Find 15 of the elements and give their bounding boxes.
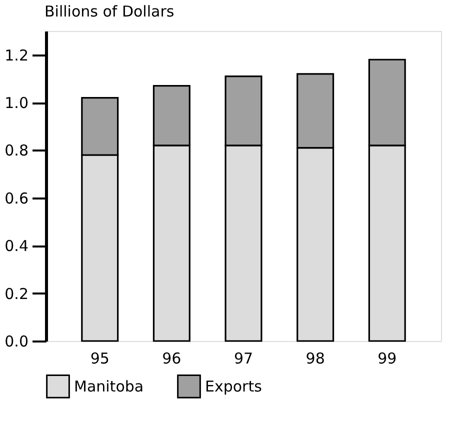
- y-tick-label: 0.8: [4, 142, 28, 160]
- y-axis-title: Billions of Dollars: [44, 2, 174, 20]
- y-tick-label: 0.6: [4, 189, 28, 208]
- x-tick-label: 99: [378, 350, 397, 368]
- y-tick-label: 1.2: [4, 46, 28, 64]
- y-tick-label: 1.0: [4, 94, 28, 112]
- y-tick-label: 0.4: [4, 237, 28, 256]
- legend-label: Exports: [205, 377, 262, 396]
- x-tick-label: 97: [234, 350, 254, 368]
- y-tick-label: 0.0: [4, 332, 28, 350]
- x-tick-label: 98: [306, 350, 325, 368]
- legend-label: Manitoba: [74, 377, 144, 396]
- x-tick-label: 96: [162, 350, 182, 368]
- y-tick-label: 0.2: [4, 284, 28, 303]
- x-tick-label: 95: [90, 350, 110, 368]
